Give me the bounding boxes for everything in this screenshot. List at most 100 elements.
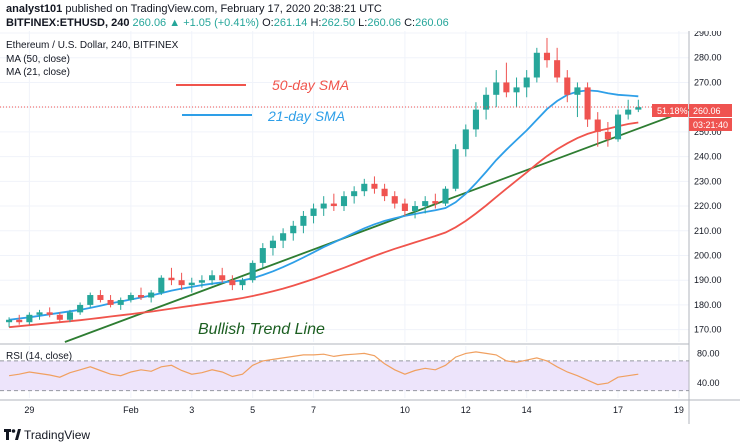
candle-body (503, 82, 510, 93)
candle-body (310, 208, 317, 216)
low-label: L: (358, 17, 368, 29)
price-axis[interactable]: 170.00 180.00 190.00 200.00 210.00 220.00 230.… (694, 31, 722, 335)
candle-body (107, 299, 114, 305)
trend-line (64, 105, 700, 343)
price-tick-label: 170.00 (694, 325, 722, 335)
ma50-legend: MA (50, close) (6, 54, 70, 65)
candle-body (269, 240, 276, 249)
candle-body (178, 280, 185, 286)
candle-body (209, 275, 216, 281)
publisher-name[interactable]: analyst101 (6, 3, 63, 15)
tradingview-brand[interactable]: TradingView (24, 428, 91, 442)
candle-body (97, 295, 104, 300)
candle-body (77, 304, 84, 313)
rsi-legend: RSI (14, close) (6, 351, 72, 362)
candle-body (351, 191, 358, 197)
time-tick-label: 5 (250, 405, 255, 415)
time-tick-label: 29 (24, 405, 34, 415)
rsi-path (9, 351, 639, 386)
candle-body (412, 206, 419, 211)
candle-body (462, 129, 469, 150)
candle-body (432, 201, 439, 204)
candle-body (198, 280, 205, 283)
candle-body (280, 233, 287, 241)
overlap-tag-text: 51.18% (657, 106, 688, 116)
candle-body (614, 114, 622, 140)
candle-body (625, 109, 632, 115)
candle-body (26, 314, 33, 323)
candle-body (259, 248, 266, 263)
close-value: 260.06 (415, 17, 449, 29)
symbol-label: BITFINEX:ETHUSD, 240 (6, 17, 130, 29)
time-tick-label: 3 (189, 405, 194, 415)
rsi-line (9, 351, 639, 386)
price-axis-bg (689, 31, 740, 424)
price-tick-label: 280.00 (694, 53, 722, 63)
candle-body (554, 60, 561, 78)
price-tick-label: 230.00 (694, 176, 722, 186)
candle-body (340, 196, 348, 207)
candle-body (36, 312, 43, 315)
trend-annotation: Bullish Trend Line (198, 321, 325, 338)
time-tick-label: 7 (311, 405, 316, 415)
high-label: H: (310, 17, 322, 29)
sma50-path (9, 121, 639, 329)
candle-body (66, 312, 74, 320)
rsi-tick-label: 80.00 (697, 348, 720, 358)
candle-body (401, 203, 408, 211)
sma21-annotation: 21-day SMA (267, 108, 345, 124)
sma21-path (8, 89, 639, 321)
ma21-legend: MA (21, close) (6, 67, 70, 78)
candle-body (361, 183, 368, 192)
open-value: 261.14 (273, 17, 308, 29)
candle-body (290, 225, 297, 234)
time-axis[interactable]: 29 Feb 3 5 7 10 12 14 17 19 (24, 405, 684, 415)
time-tick-label: 17 (613, 405, 623, 415)
candle-body (574, 87, 581, 95)
candle-body (87, 295, 94, 305)
candle-body (564, 77, 571, 95)
candle-body (127, 295, 134, 300)
chart-header: analyst101 published on TradingView.com,… (0, 0, 740, 31)
time-tick-label: Feb (123, 405, 139, 415)
candle-body (320, 203, 327, 209)
candle-body (56, 314, 63, 320)
price-tag: 51.18% 260.06 03:21:40 (652, 104, 732, 131)
price-tick-label: 250.00 (694, 127, 722, 137)
sma21-line (8, 89, 639, 321)
high-value: 262.50 (321, 17, 356, 29)
open-label: O: (262, 17, 274, 29)
sma50-annotation: 50-day SMA (272, 77, 349, 93)
price-tick-label: 210.00 (694, 226, 722, 236)
low-value: 260.06 (367, 17, 402, 29)
candle-body (493, 82, 500, 95)
price-chart[interactable]: Ethereum / U.S. Dollar, 240, BITFINEX MA… (0, 31, 740, 424)
price-tick-label: 290.00 (694, 31, 722, 38)
candle-body (584, 87, 591, 120)
candles (6, 37, 642, 328)
candle-body (391, 196, 398, 204)
candle-body (604, 131, 611, 140)
candle-body (168, 277, 175, 281)
overlap-tag-bg (652, 104, 688, 117)
trend-line-path (64, 105, 700, 343)
candle-body (472, 109, 479, 130)
candle-body (330, 203, 337, 207)
last-price: 260.06 (132, 17, 167, 29)
candle-body (239, 280, 246, 286)
time-tick-label: 14 (522, 405, 532, 415)
time-tag-bg (689, 118, 732, 131)
candle-body (137, 295, 145, 298)
candle-body (452, 149, 459, 189)
price-tick-label: 200.00 (694, 250, 722, 260)
sma50-line (9, 121, 639, 329)
candle-body (158, 277, 165, 293)
tradingview-logo-icon[interactable] (4, 429, 21, 440)
candle-body (543, 52, 551, 61)
candle-body (300, 215, 307, 226)
rsi-tick-label: 40.00 (697, 378, 720, 388)
candle-body (513, 87, 520, 93)
price-tick-label: 270.00 (694, 77, 722, 87)
chart-title: Ethereum / U.S. Dollar, 240, BITFINEX (6, 40, 179, 51)
candle-body (16, 319, 23, 323)
